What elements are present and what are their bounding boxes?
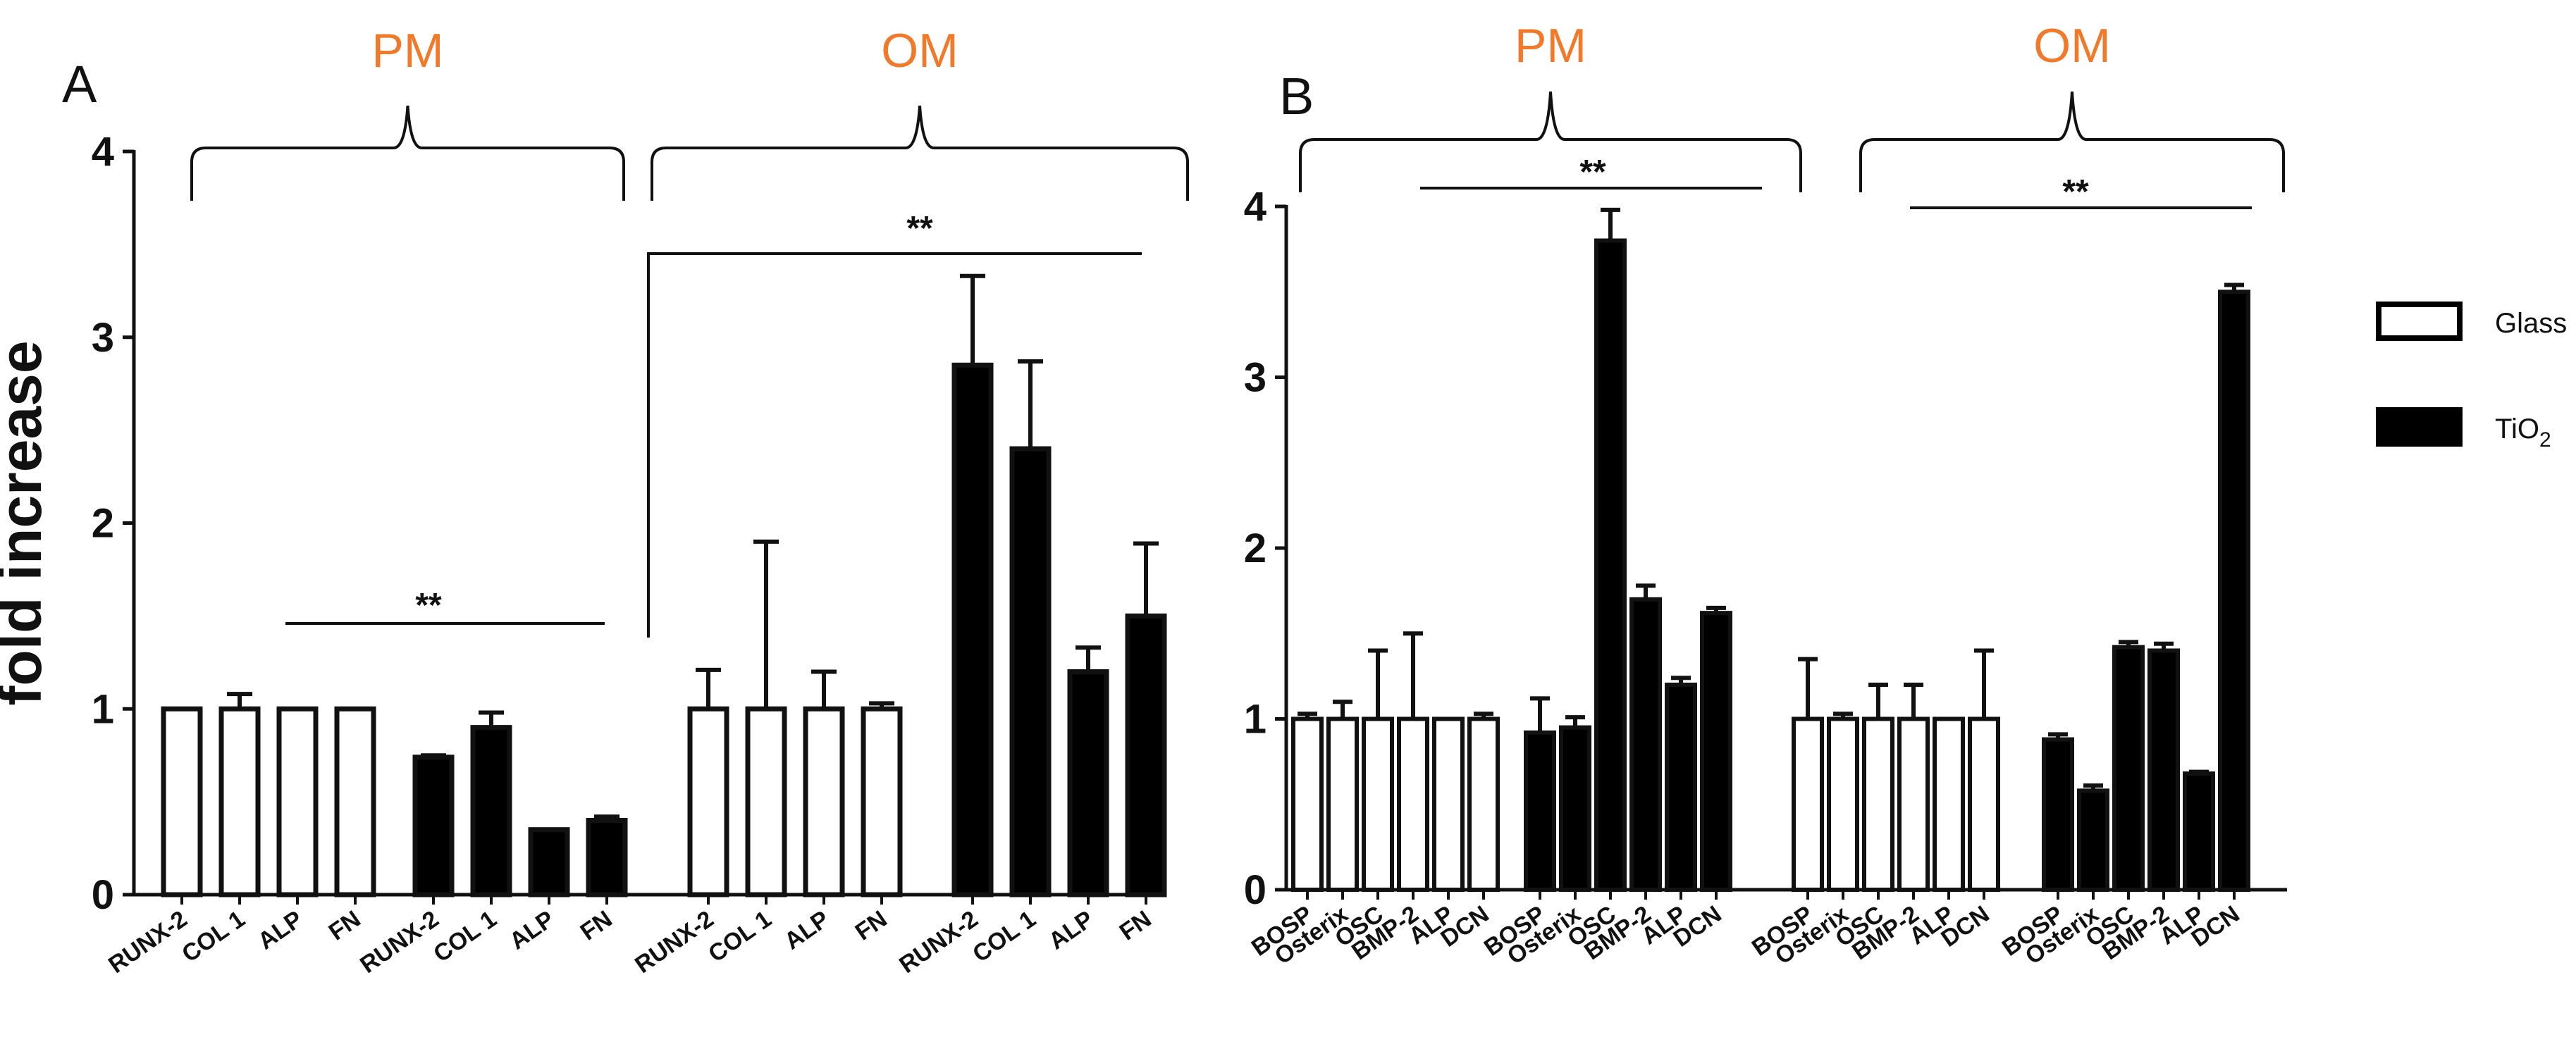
- panel-b-bar: [2077, 788, 2109, 892]
- panel-b-bar: [1968, 716, 2000, 892]
- panel-b-y-tick-label: 3: [1244, 355, 1267, 401]
- panel-b-bar: [1700, 611, 1732, 893]
- panel-a-bar: [687, 706, 729, 897]
- panel-b-bar: [1559, 725, 1591, 892]
- panel-b-bar: [1362, 716, 1394, 892]
- panel-a-label: A: [62, 55, 97, 113]
- panel-a-bar: [470, 725, 512, 897]
- panel-a-x-tick-label: COL 1: [703, 905, 776, 967]
- panel-b-bar: [1629, 597, 1662, 892]
- panel-a-bar: [586, 818, 628, 897]
- panel-a-bar: [334, 706, 376, 897]
- panel-a-x-tick-label: COL 1: [177, 905, 249, 967]
- legend-swatch-glass: [2376, 302, 2463, 341]
- panel-b-label: B: [1279, 67, 1314, 125]
- panel-b-y-tick-label: 1: [1244, 697, 1267, 743]
- panel-b-bar: [1397, 716, 1429, 892]
- panel-b-bar: [2042, 737, 2074, 892]
- panel-a-x-tick-label: FN: [1115, 905, 1157, 945]
- panel-b-y-tick-label: 2: [1244, 526, 1267, 571]
- panel-a-significance-marker: **: [415, 587, 442, 624]
- panel-b-bar: [2183, 771, 2215, 892]
- panel-a-group-label: PM: [372, 24, 444, 77]
- panel-a-bar: [276, 706, 319, 897]
- panel-a-y-tick-label: 2: [92, 501, 114, 547]
- panel-b-significance-marker: **: [2062, 173, 2089, 211]
- panel-b-bar: [1665, 683, 1697, 892]
- panel-a-x-tick-label: FN: [324, 905, 366, 945]
- panel-a-bar: [745, 706, 787, 897]
- panel-a-x-tick-label: RUNX-2: [355, 905, 443, 979]
- panel-a-bar: [218, 706, 261, 897]
- panel-a-x-tick-label: COL 1: [429, 905, 501, 967]
- panel-a-group-brace: [190, 105, 625, 201]
- panel-b-significance-marker: **: [1579, 154, 1606, 191]
- panel-a-x-tick-label: ALP: [779, 905, 834, 955]
- panel-a-significance-line: [647, 252, 1142, 638]
- panel-a-bar: [161, 706, 203, 897]
- panel-a-x-tick-label: RUNX-2: [104, 905, 192, 979]
- panel-a-y-axis-label: fold increase: [0, 340, 54, 705]
- panel-b-bar: [2147, 648, 2180, 892]
- panel-b: B 01234BOSPOsterixOSCBMP-2ALPDCNBOSPOste…: [1244, 19, 2287, 970]
- panel-a-bar: [412, 754, 455, 897]
- legend-label-tio2-subscript: 2: [2539, 428, 2551, 452]
- panel-a-x-tick-label: ALP: [253, 905, 307, 955]
- panel-b-group-brace: [1299, 91, 1802, 192]
- legend-swatch-tio2: [2376, 407, 2463, 447]
- panel-a-y-tick-label: 4: [92, 129, 114, 175]
- panel-b-group-label: OM: [2033, 19, 2111, 73]
- panel-a-bar: [803, 706, 845, 897]
- panel-a-group-label: OM: [881, 24, 959, 77]
- panel-b-bar: [1326, 716, 1359, 892]
- panel-b-group-label: PM: [1515, 19, 1586, 73]
- legend: Glass TiO2: [2376, 302, 2567, 452]
- legend-label-glass: Glass: [2495, 308, 2567, 339]
- panel-b-bar: [1827, 716, 1859, 892]
- legend-label-tio2: TiO2: [2495, 414, 2551, 452]
- panel-a-x-tick-label: FN: [851, 905, 892, 945]
- panel-a-bar: [1067, 669, 1109, 897]
- panel-a-bar: [1009, 446, 1052, 897]
- panel-b-bar: [1291, 716, 1324, 892]
- panel-b-bar: [2112, 645, 2145, 893]
- panel-a-x-tick-label: COL 1: [968, 905, 1040, 967]
- panel-a-group-brace: [651, 105, 1189, 201]
- panel-a-bar: [1125, 613, 1167, 897]
- panel-b-bar: [1862, 716, 1894, 892]
- panel-b-bar: [1524, 730, 1556, 893]
- panel-b-bar: [1467, 716, 1500, 892]
- panel-a-bar: [951, 362, 994, 897]
- panel-b-bar: [1792, 716, 1824, 892]
- panel-a-y-tick-label: 0: [92, 872, 114, 918]
- panel-a-x-tick-label: ALP: [505, 905, 559, 955]
- panel-b-y-tick-label: 0: [1244, 867, 1267, 913]
- panel-a-x-tick-label: FN: [576, 905, 617, 945]
- panel-a-significance-marker: **: [906, 210, 933, 247]
- panel-a-x-tick-label: RUNX-2: [894, 905, 982, 979]
- panel-a-y-tick-label: 3: [92, 315, 114, 361]
- panel-b-bar: [1933, 716, 1965, 892]
- panel-b-bar: [1897, 716, 1930, 892]
- panel-b-bar: [1432, 716, 1465, 892]
- panel-b-y-tick-label: 4: [1244, 184, 1267, 230]
- panel-b-group-brace: [1859, 91, 2285, 192]
- panel-a-bar: [528, 827, 570, 897]
- legend-label-tio2-main: TiO: [2495, 414, 2539, 445]
- panel-b-bar: [2218, 290, 2250, 892]
- panel-b-bar: [1594, 238, 1627, 892]
- panel-a-y-tick-label: 1: [92, 686, 114, 732]
- panel-a-x-tick-label: ALP: [1044, 905, 1098, 955]
- panel-a-bar: [861, 706, 903, 897]
- panel-a-x-tick-label: RUNX-2: [630, 905, 718, 979]
